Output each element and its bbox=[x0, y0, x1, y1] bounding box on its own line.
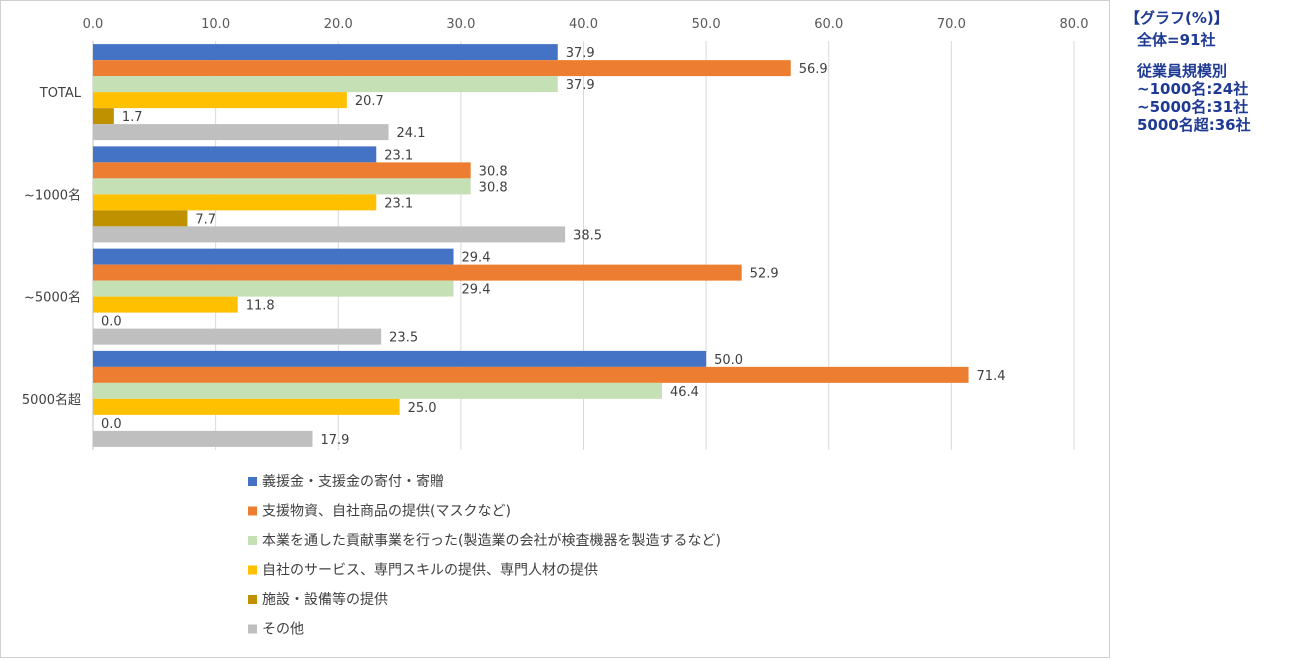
bar bbox=[93, 76, 558, 93]
note-breakdown: 従業員規模別 ~1000名:24社 ~5000名:31社 5000名超:36社 bbox=[1137, 62, 1251, 134]
legend-swatch bbox=[248, 477, 257, 486]
bar bbox=[93, 124, 389, 141]
note-breakdown-item: ~5000名:31社 bbox=[1137, 98, 1249, 116]
x-tick-label: 50.0 bbox=[692, 17, 721, 32]
data-label: 20.7 bbox=[355, 94, 384, 109]
bar bbox=[93, 226, 566, 243]
bar bbox=[93, 210, 188, 227]
bar bbox=[93, 366, 969, 383]
data-label: 23.1 bbox=[384, 148, 413, 163]
data-label: 7.7 bbox=[195, 212, 216, 227]
data-label: 46.4 bbox=[670, 385, 699, 400]
data-label: 29.4 bbox=[462, 283, 491, 298]
data-label: 50.0 bbox=[714, 353, 743, 368]
x-tick-label: 30.0 bbox=[446, 17, 475, 32]
x-tick-label: 40.0 bbox=[569, 17, 598, 32]
data-label: 25.0 bbox=[408, 401, 437, 416]
data-label: 24.1 bbox=[397, 126, 426, 141]
x-tick-label: 10.0 bbox=[201, 17, 230, 32]
note-breakdown-item: 5000名超:36社 bbox=[1137, 116, 1251, 134]
bar-chart: 0.0 10.0 20.0 30.0 40.0 50.0 60.0 70.0 80.0 TOTAL… bbox=[22, 17, 1089, 638]
bar bbox=[93, 328, 382, 345]
legend-label: 本業を通した貢献事業を行った(製造業の会社が検査機器を製造するなど) bbox=[262, 533, 721, 549]
bar bbox=[93, 248, 454, 265]
legend-label: 義援金・支援金の寄付・寄贈 bbox=[262, 473, 444, 490]
x-tick-label: 0.0 bbox=[83, 17, 104, 32]
bar bbox=[93, 60, 791, 77]
legend-swatch bbox=[248, 565, 257, 575]
x-tick-label: 80.0 bbox=[1060, 17, 1089, 32]
bar bbox=[93, 430, 313, 447]
legend-swatch bbox=[248, 624, 257, 634]
bar bbox=[93, 178, 471, 195]
category-label: ~5000名 bbox=[24, 290, 81, 306]
category-label: TOTAL bbox=[39, 86, 82, 101]
bar bbox=[93, 44, 558, 61]
data-label: 1.7 bbox=[122, 110, 143, 125]
note-breakdown-item: ~1000名:24社 bbox=[1137, 80, 1249, 98]
data-label: 30.8 bbox=[479, 180, 508, 195]
legend-swatch bbox=[248, 595, 257, 604]
data-label: 37.9 bbox=[566, 78, 595, 93]
data-label: 71.4 bbox=[977, 369, 1006, 384]
data-label: 30.8 bbox=[479, 164, 508, 179]
data-label: 11.8 bbox=[246, 299, 275, 314]
note-total: 全体=91社 bbox=[1137, 31, 1216, 49]
bar bbox=[93, 280, 454, 297]
chart-frame: 0.0 10.0 20.0 30.0 40.0 50.0 60.0 70.0 80.0 TOTAL… bbox=[0, 0, 1110, 658]
data-label: 29.4 bbox=[462, 251, 491, 266]
data-label: 0.0 bbox=[101, 417, 122, 432]
bar bbox=[93, 296, 238, 313]
x-tick-label: 20.0 bbox=[324, 17, 353, 32]
bar bbox=[93, 108, 114, 125]
x-tick-label: 70.0 bbox=[937, 17, 966, 32]
bar bbox=[93, 350, 707, 367]
data-label: 56.9 bbox=[799, 62, 828, 77]
category-label: 5000名超 bbox=[22, 392, 81, 408]
x-tick-label: 60.0 bbox=[814, 17, 843, 32]
legend-label: 施設・設備等の提供 bbox=[262, 591, 388, 608]
bar bbox=[93, 92, 347, 109]
bar bbox=[93, 146, 377, 163]
data-label: 38.5 bbox=[573, 228, 602, 243]
bar bbox=[93, 162, 471, 179]
data-label: 23.1 bbox=[384, 196, 413, 211]
category-label: ~1000名 bbox=[24, 187, 81, 203]
legend-swatch bbox=[248, 536, 257, 545]
data-label: 37.9 bbox=[566, 46, 595, 61]
legend-label: 自社のサービス、専門スキルの提供、専門人材の提供 bbox=[262, 563, 598, 579]
legend-label: その他 bbox=[262, 622, 304, 638]
bar bbox=[93, 382, 662, 399]
bar bbox=[93, 398, 400, 415]
data-label: 0.0 bbox=[101, 315, 122, 330]
data-label: 17.9 bbox=[320, 433, 349, 448]
legend-swatch bbox=[248, 506, 257, 516]
bar bbox=[93, 264, 742, 281]
data-label: 52.9 bbox=[750, 267, 779, 282]
bar bbox=[93, 194, 377, 211]
note-breakdown-title: 従業員規模別 bbox=[1137, 62, 1228, 80]
legend-label: 支援物資、自社商品の提供(マスクなど) bbox=[262, 504, 511, 520]
note-title: 【グラフ(%)】 bbox=[1125, 9, 1229, 27]
data-label: 23.5 bbox=[389, 331, 418, 346]
